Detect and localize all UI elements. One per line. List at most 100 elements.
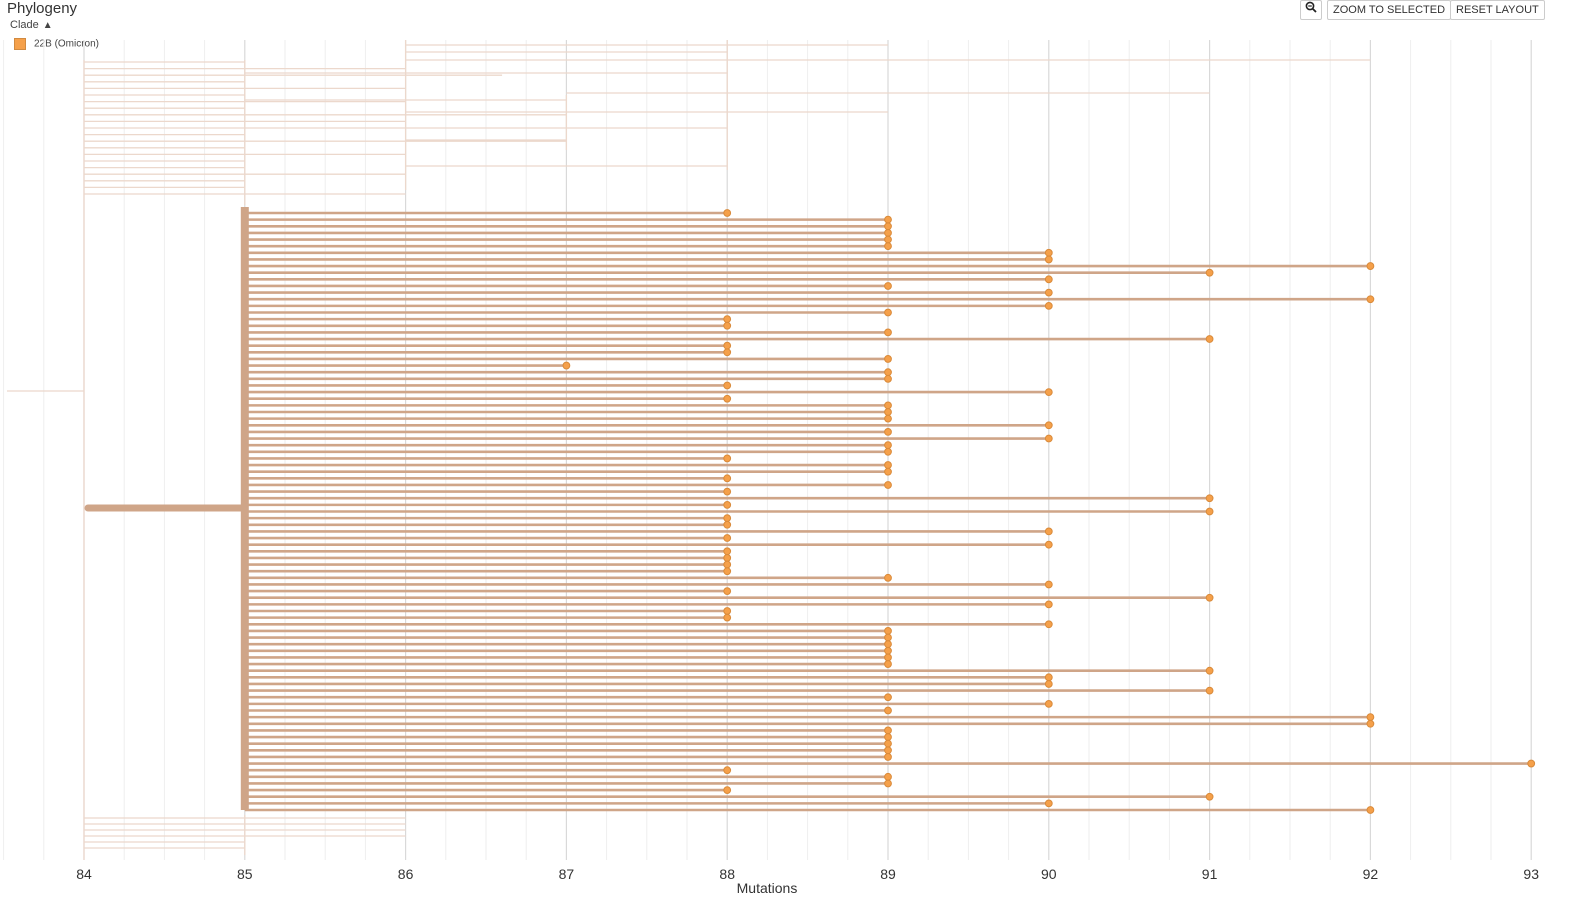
tip-point[interactable]	[884, 229, 892, 237]
tip-point[interactable]	[723, 547, 732, 556]
tip-point[interactable]	[884, 222, 892, 231]
legend-swatch	[14, 38, 26, 50]
tip-point[interactable]	[1044, 255, 1053, 264]
tip-point[interactable]	[723, 607, 732, 615]
legend-toggle[interactable]: Clade ▲	[10, 19, 53, 31]
tip-point[interactable]	[723, 514, 732, 523]
tip-point[interactable]	[723, 554, 732, 562]
tip-point[interactable]	[1205, 686, 1214, 695]
tip-point[interactable]	[1205, 666, 1214, 675]
tip-point[interactable]	[1044, 248, 1053, 257]
tip-point[interactable]	[723, 394, 732, 403]
tip-point[interactable]	[723, 487, 732, 496]
tip-point[interactable]	[884, 428, 892, 436]
tip-point[interactable]	[884, 441, 892, 450]
tip-point[interactable]	[1044, 620, 1053, 629]
tip-point[interactable]	[723, 454, 732, 463]
tip-point[interactable]	[884, 408, 892, 416]
reset-layout-button[interactable]: RESET LAYOUT	[1450, 0, 1545, 20]
tip-point[interactable]	[723, 567, 732, 576]
tip-point[interactable]	[723, 315, 732, 324]
tip-point[interactable]	[1044, 421, 1053, 430]
faded-branches	[7, 40, 1371, 860]
tip-point[interactable]	[884, 467, 892, 476]
tip-point[interactable]	[1044, 527, 1053, 536]
tip-point[interactable]	[723, 209, 732, 217]
zoom-to-selected-button[interactable]: ZOOM TO SELECTED	[1327, 0, 1452, 20]
zoom-out-button[interactable]	[1300, 0, 1322, 20]
tip-point[interactable]	[884, 640, 892, 649]
tip-point[interactable]	[562, 361, 571, 370]
tip-point[interactable]	[723, 348, 732, 357]
tip-point[interactable]	[884, 368, 892, 377]
tip-point[interactable]	[884, 627, 892, 635]
tip-point[interactable]	[723, 381, 732, 390]
tip-point[interactable]	[1044, 275, 1053, 284]
tip-point[interactable]	[1044, 434, 1053, 443]
tip-point[interactable]	[723, 474, 732, 483]
tip-point[interactable]	[884, 374, 892, 383]
tip-point[interactable]	[1044, 301, 1053, 310]
tip-point[interactable]	[884, 706, 892, 715]
tip-point[interactable]	[1366, 295, 1375, 304]
tip-point[interactable]	[723, 786, 732, 794]
tip-point[interactable]	[884, 653, 892, 662]
tip-point[interactable]	[723, 560, 732, 569]
tip-point[interactable]	[884, 726, 892, 735]
tip-point[interactable]	[1205, 335, 1214, 343]
tip-point[interactable]	[884, 481, 892, 489]
tip-point[interactable]	[723, 613, 732, 622]
tip-point[interactable]	[1527, 759, 1536, 768]
tip-point[interactable]	[1044, 288, 1053, 297]
tip-point[interactable]	[884, 646, 892, 655]
tip-point[interactable]	[884, 633, 892, 642]
tips[interactable]	[562, 209, 1536, 814]
tip-point[interactable]	[1044, 580, 1053, 589]
tip-point[interactable]	[1044, 540, 1053, 549]
tip-point[interactable]	[1366, 806, 1375, 814]
tip-point[interactable]	[723, 520, 732, 529]
tip-point[interactable]	[884, 660, 892, 668]
tip-point[interactable]	[1205, 593, 1214, 602]
tip-point[interactable]	[1205, 494, 1214, 503]
legend-entry[interactable]: 22B (Omicron)	[14, 38, 99, 50]
tip-point[interactable]	[1366, 719, 1375, 728]
tip-point[interactable]	[884, 282, 892, 290]
tip-point[interactable]	[884, 693, 892, 702]
tip-point[interactable]	[884, 235, 892, 244]
tip-point[interactable]	[884, 746, 892, 755]
tip-point[interactable]	[884, 242, 892, 251]
tip-point[interactable]	[884, 779, 892, 788]
tip-point[interactable]	[723, 321, 732, 330]
tip-point[interactable]	[1044, 388, 1053, 397]
tip-point[interactable]	[884, 355, 892, 363]
tip-point[interactable]	[884, 753, 892, 761]
tip-point[interactable]	[1044, 799, 1053, 808]
tip-point[interactable]	[884, 447, 892, 456]
tip-point[interactable]	[884, 414, 892, 423]
tip-point[interactable]	[723, 341, 732, 350]
tip-point[interactable]	[1044, 600, 1053, 609]
tip-point[interactable]	[884, 461, 892, 469]
tip-point[interactable]	[1044, 699, 1053, 708]
tip-point[interactable]	[723, 587, 732, 595]
tip-point[interactable]	[723, 500, 732, 509]
tip-point[interactable]	[884, 328, 892, 337]
tip-point[interactable]	[1044, 680, 1053, 688]
tip-point[interactable]	[723, 766, 732, 775]
tip-point[interactable]	[1205, 507, 1214, 516]
tip-point[interactable]	[723, 534, 732, 542]
tip-point[interactable]	[1366, 262, 1375, 270]
tip-point[interactable]	[884, 772, 892, 781]
tip-point[interactable]	[884, 573, 892, 582]
tip-point[interactable]	[1205, 268, 1214, 277]
tip-point[interactable]	[1044, 673, 1053, 682]
tip-point[interactable]	[884, 733, 892, 741]
tip-point[interactable]	[884, 739, 892, 748]
tip-point[interactable]	[884, 215, 892, 224]
tip-point[interactable]	[884, 401, 892, 410]
tip-point[interactable]	[1205, 792, 1214, 801]
tip-point[interactable]	[884, 308, 892, 317]
tip-point[interactable]	[1366, 713, 1375, 722]
